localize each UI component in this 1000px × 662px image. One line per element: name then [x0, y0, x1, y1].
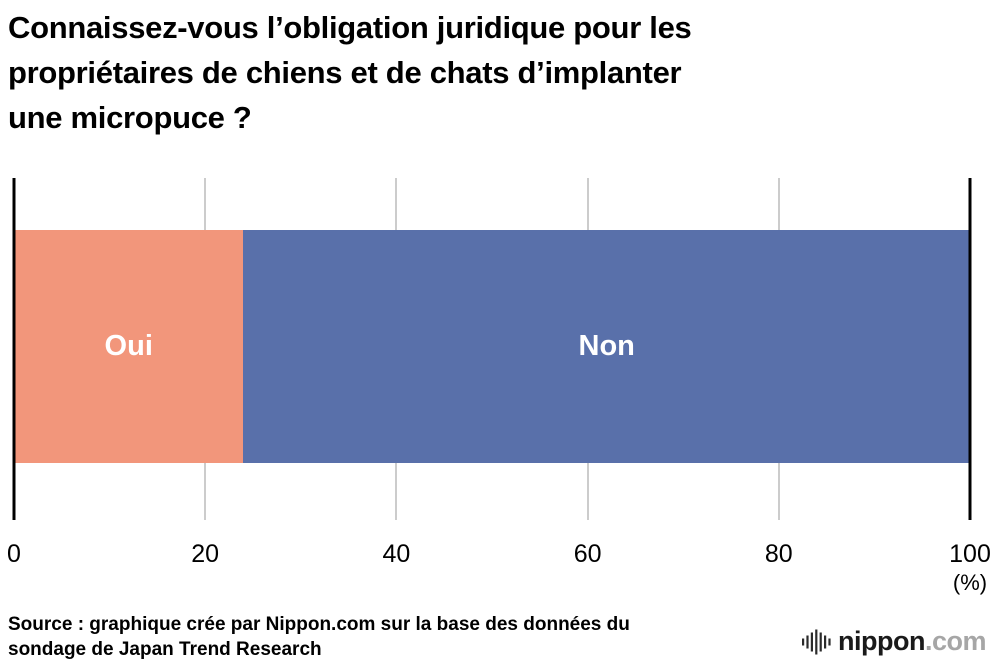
stacked-bar: Oui Non [14, 230, 970, 463]
source-text-line-2: sondage de Japan Trend Research [8, 639, 322, 660]
nippon-logo-icon [802, 629, 831, 654]
tick-label-100: 100 [949, 540, 991, 568]
unit-label: (%) [952, 570, 988, 595]
segment-label-oui: Oui [104, 330, 153, 362]
tick-label-0: 0 [7, 540, 21, 568]
source-text-line-1: Source : graphique crée par Nippon.com s… [8, 614, 630, 635]
bar-segment-non: Non [243, 230, 970, 463]
tick-label-80: 80 [764, 540, 793, 568]
chart-title-line-1: Connaissez-vous l’obligation juridique p… [8, 10, 692, 45]
tick-label-40: 40 [382, 540, 411, 568]
chart-title-line-3: une micropuce ? [8, 100, 252, 135]
nippon-logo: nippon.com [801, 626, 987, 657]
nippon-logo-suffix: .com [924, 626, 987, 656]
plot-area: Oui Non 0 20 40 60 80 100 (%) [7, 178, 991, 595]
chart-title: Connaissez-vous l’obligation juridique p… [8, 5, 948, 140]
gridline-100 [968, 178, 972, 520]
chart-title-line-2: propriétaires de chiens et de chats d’im… [8, 55, 682, 90]
tick-label-20: 20 [191, 540, 220, 568]
source-text: Source : graphique crée par Nippon.com s… [8, 612, 630, 662]
tick-label-60: 60 [573, 540, 602, 568]
nippon-logo-text: nippon.com [838, 626, 987, 657]
bar-segment-oui: Oui [14, 230, 244, 463]
segment-label-non: Non [578, 330, 635, 362]
gridline-0 [12, 178, 16, 520]
nippon-logo-name: nippon [838, 626, 925, 656]
